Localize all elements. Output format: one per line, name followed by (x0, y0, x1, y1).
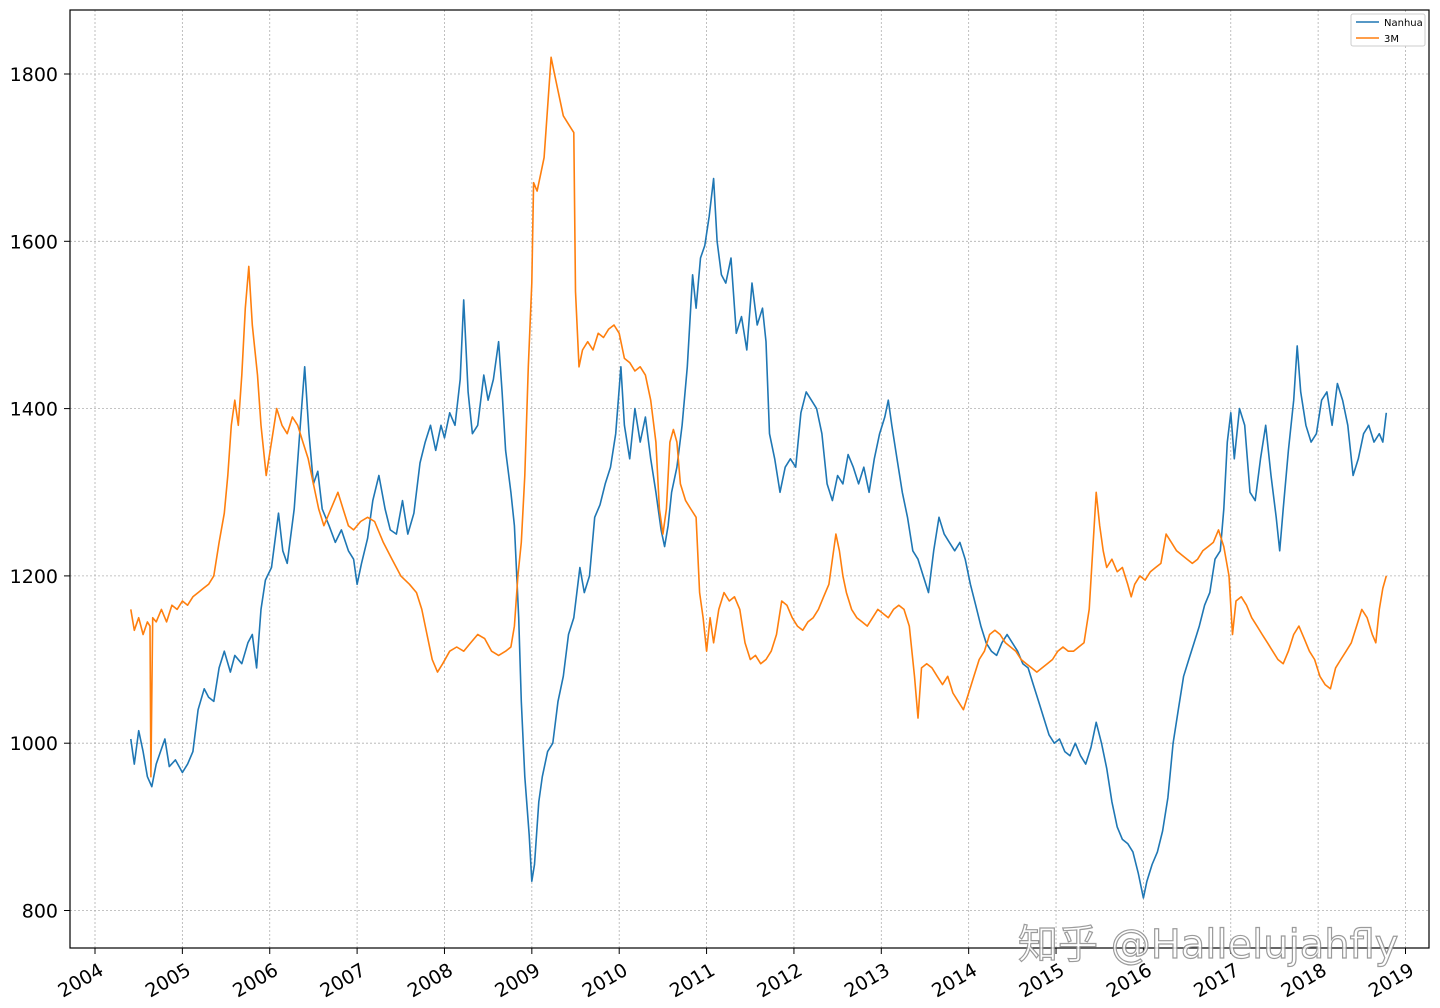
grid-lines (70, 10, 1429, 948)
y-tick-label: 1800 (10, 64, 58, 86)
x-tick-label: 2014 (928, 959, 981, 1002)
x-tick-label: 2005 (142, 959, 195, 1002)
x-tick-label: 2006 (229, 959, 282, 1002)
y-tick-label: 1600 (10, 231, 58, 253)
legend-label-3m: 3M (1384, 34, 1399, 45)
x-tick-label: 2004 (54, 959, 107, 1002)
x-tick-label: 2010 (579, 959, 632, 1002)
x-tick-label: 2011 (666, 959, 719, 1002)
y-axis: 800 1000 1200 1400 1600 1800 (10, 64, 70, 923)
legend-label-nanhua: Nanhua (1384, 18, 1423, 29)
x-tick-label: 2009 (491, 959, 544, 1002)
series-line-nanhua (130, 177, 1388, 899)
x-tick-label: 2012 (753, 959, 806, 1002)
series-line-3m (130, 56, 1388, 778)
y-tick-label: 1000 (10, 733, 58, 755)
y-tick-label: 1200 (10, 566, 58, 588)
watermark: 知乎 @Hallelujahfly (1018, 922, 1398, 968)
x-tick-label: 2007 (317, 959, 370, 1002)
series-layer (130, 56, 1388, 899)
y-tick-label: 1400 (10, 399, 58, 421)
plot-frame (69, 9, 1430, 949)
legend: Nanhua 3M (1350, 13, 1426, 47)
x-tick-label: 2008 (404, 959, 457, 1002)
y-tick-label: 800 (22, 901, 58, 923)
x-tick-label: 2013 (841, 959, 894, 1002)
